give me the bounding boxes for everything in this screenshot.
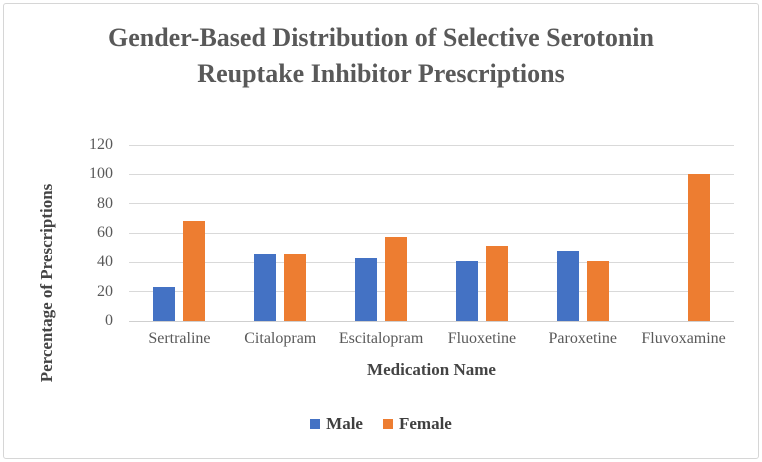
bar-group-citalopram — [230, 145, 331, 321]
category-label-sertraline: Sertraline — [148, 330, 211, 347]
y-tick-label-80: 80 — [97, 194, 113, 212]
bar-group-escitalopram — [331, 145, 432, 321]
category-label-paroxetine: Paroxetine — [548, 330, 617, 347]
bar-male-sertraline — [153, 287, 176, 321]
bar-group-fluvoxamine — [633, 145, 734, 321]
category-label-citalopram: Citalopram — [244, 330, 317, 347]
legend-swatch-female — [382, 419, 393, 429]
bar-male-citalopram — [254, 253, 277, 321]
bar-female-citalopram — [284, 253, 307, 321]
gridline-y-120 — [129, 144, 734, 146]
bar-female-escitalopram — [385, 237, 408, 321]
gridline-y-100 — [129, 173, 734, 175]
bar-male-fluoxetine — [455, 260, 478, 321]
bar-group-fluoxetine — [432, 145, 533, 321]
chart-figure-border — [3, 3, 759, 459]
gridline-y-20 — [129, 291, 734, 293]
legend-item-female: Female — [382, 414, 452, 434]
legend-swatch-male — [310, 419, 321, 429]
gridline-y-0 — [129, 320, 734, 322]
legend-item-male: Male — [310, 414, 363, 434]
chart-title: Gender-Based Distribution of Selective S… — [108, 23, 654, 88]
category-label-fluoxetine: Fluoxetine — [447, 330, 517, 347]
category-label-fluvoxamine: Fluvoxamine — [641, 330, 726, 347]
bar-male-escitalopram — [355, 257, 378, 321]
y-tick-label-100: 100 — [89, 165, 113, 183]
bar-group-paroxetine — [532, 145, 633, 321]
category-label-escitalopram: Escitalopram — [338, 330, 424, 347]
plot-area: 0 20 40 60 80 100 120 — [89, 136, 734, 329]
y-tick-label-120: 120 — [89, 136, 113, 153]
bar-female-fluoxetine — [485, 246, 508, 321]
y-tick-label-60: 60 — [97, 224, 113, 241]
legend: Male Female — [0, 414, 762, 434]
bar-female-paroxetine — [586, 260, 609, 321]
x-axis-category-labels: Sertraline Citalopram Escitalopram Fluoxeti… — [129, 330, 734, 352]
legend-label-male: Male — [326, 414, 363, 433]
y-tick-label-20: 20 — [97, 282, 113, 300]
legend-label-female: Female — [398, 414, 452, 433]
bar-female-sertraline — [183, 221, 206, 321]
bar-female-fluvoxamine — [687, 174, 710, 321]
y-tick-label-0: 0 — [105, 312, 113, 329]
y-tick-label-40: 40 — [97, 253, 113, 271]
y-axis-title: Percentage of Prescriptions — [37, 183, 56, 383]
gridline-y-60 — [129, 232, 734, 234]
gridline-y-40 — [129, 261, 734, 263]
bar-male-paroxetine — [556, 250, 579, 321]
bar-group-sertraline — [129, 145, 230, 321]
x-axis-title: Medication Name — [367, 360, 496, 379]
gridline-y-80 — [129, 203, 734, 205]
